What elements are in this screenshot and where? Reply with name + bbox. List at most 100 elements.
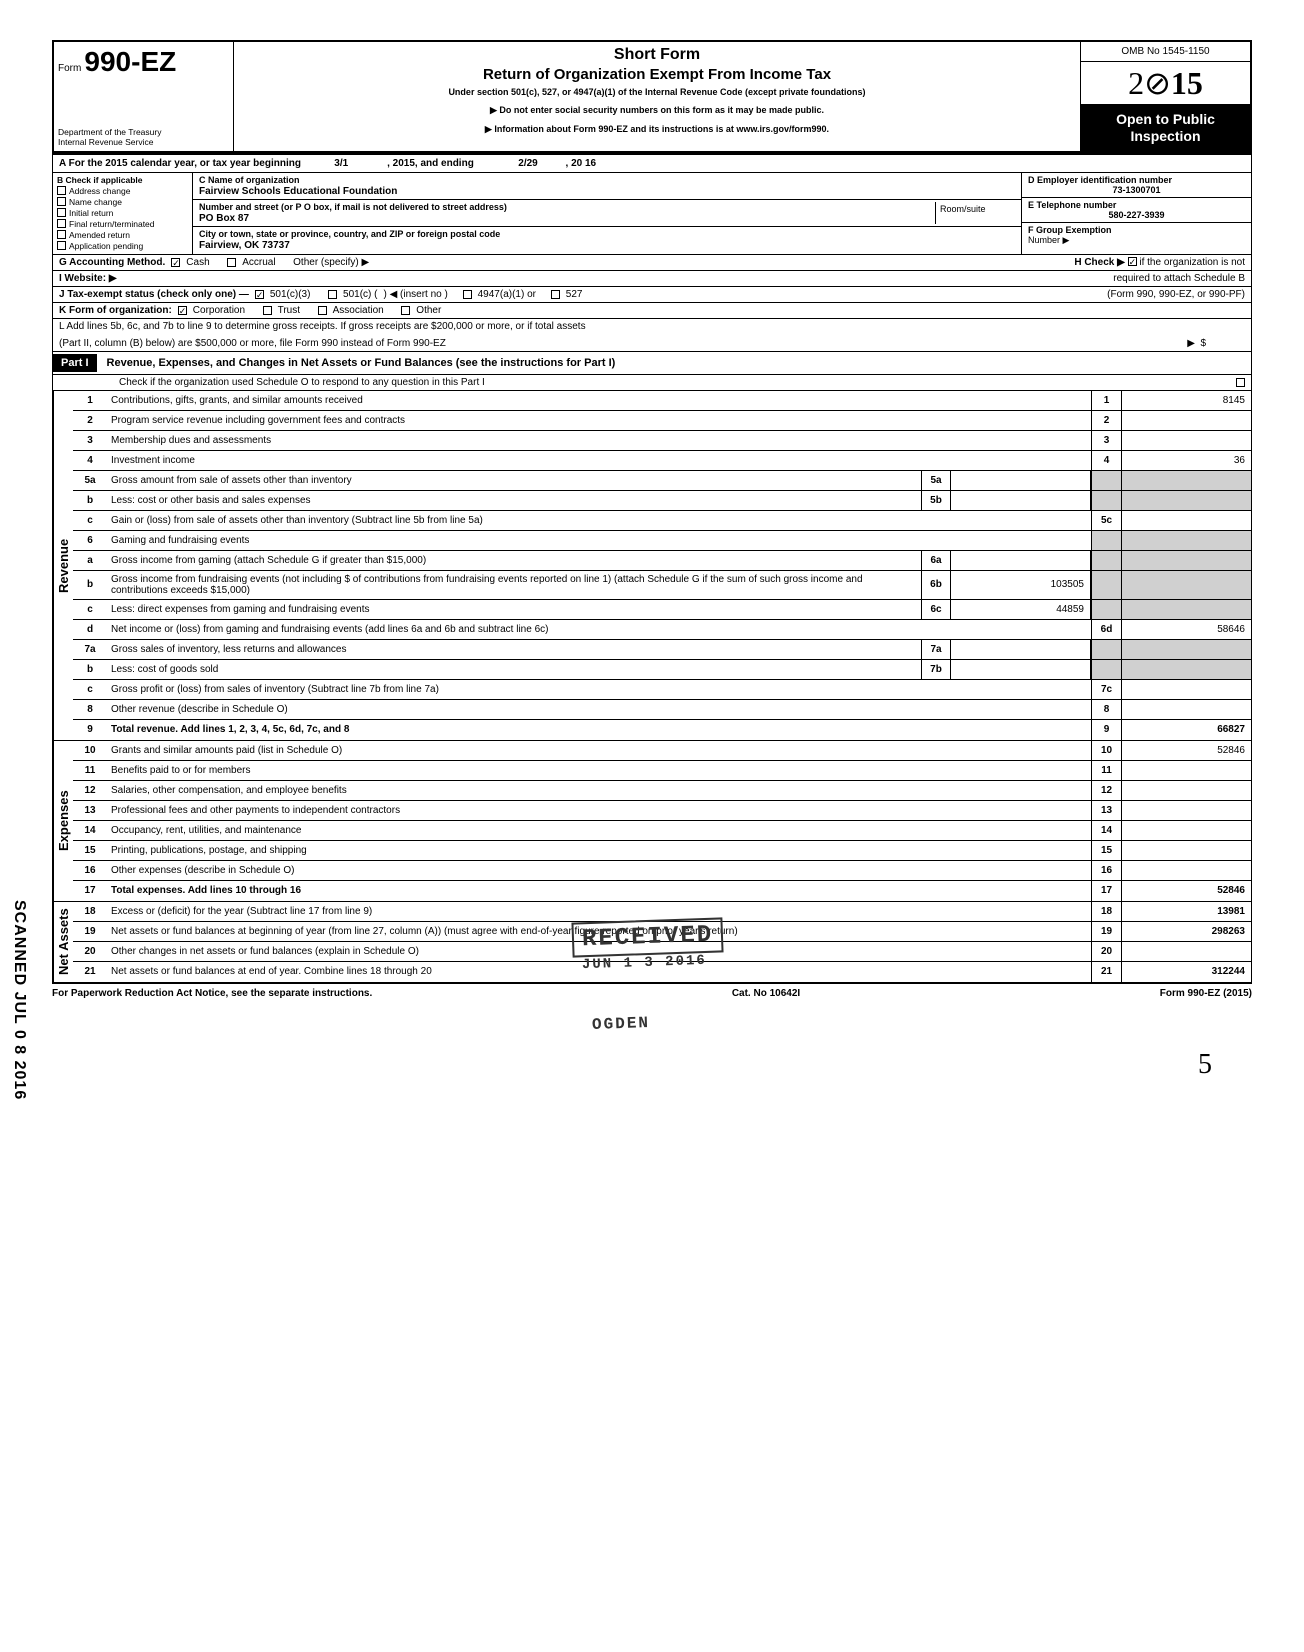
line-6: 6 Gaming and fundraising events xyxy=(73,531,1251,551)
phone-value: 580-227-3939 xyxy=(1028,210,1245,220)
chk-initial-return[interactable]: Initial return xyxy=(57,208,188,218)
footer-row: For Paperwork Reduction Act Notice, see … xyxy=(52,984,1252,999)
ssn-warning: ▶ Do not enter social security numbers o… xyxy=(244,105,1070,116)
omb-number: OMB No 1545-1150 xyxy=(1081,42,1250,62)
e-label: E Telephone number xyxy=(1028,200,1245,210)
chk-501c[interactable] xyxy=(328,290,337,299)
line-3: 3 Membership dues and assessments 3 xyxy=(73,431,1251,451)
addr-label: Number and street (or P O box, if mail i… xyxy=(199,202,935,212)
row-a-tax-year: A For the 2015 calendar year, or tax yea… xyxy=(52,153,1252,173)
row-a-label: A For the 2015 calendar year, or tax yea… xyxy=(59,158,301,169)
527-label: 527 xyxy=(566,289,583,300)
part1-title: Revenue, Expenses, and Changes in Net As… xyxy=(107,357,616,369)
chk-schedule-b[interactable] xyxy=(1128,257,1137,266)
short-form-title: Short Form xyxy=(244,46,1070,64)
org-name: Fairview Schools Educational Foundation xyxy=(199,186,397,197)
form-number-box: Form 990-EZ Department of the Treasury I… xyxy=(54,42,234,151)
j-label: J Tax-exempt status (check only one) — xyxy=(59,289,249,300)
form-header: Form 990-EZ Department of the Treasury I… xyxy=(52,40,1252,153)
city-row: City or town, state or province, country… xyxy=(193,227,1021,253)
row-g-accounting: G Accounting Method. Cash Accrual Other … xyxy=(52,255,1252,271)
line-7a: 7a Gross sales of inventory, less return… xyxy=(73,640,1251,660)
other-label: Other (specify) ▶ xyxy=(293,257,369,268)
line-2: 2 Program service revenue including gove… xyxy=(73,411,1251,431)
form-990ez-page: Form 990-EZ Department of the Treasury I… xyxy=(52,40,1252,1081)
revenue-section: Revenue 1 Contributions, gifts, grants, … xyxy=(52,391,1252,741)
section-bcdef: B Check if applicable Address change Nam… xyxy=(52,173,1252,255)
other-org-label: Other xyxy=(416,305,441,316)
ogden-stamp: OGDEN xyxy=(592,1014,651,1034)
org-name-row: C Name of organization Fairview Schools … xyxy=(193,173,1021,200)
line-7b: b Less: cost of goods sold 7b xyxy=(73,660,1251,680)
row-l-gross-receipts: L Add lines 5b, 6c, and 7b to line 9 to … xyxy=(52,319,1252,352)
part1-badge: Part I xyxy=(53,354,97,372)
line-6a: a Gross income from gaming (attach Sched… xyxy=(73,551,1251,571)
received-stamp: RECEIVED xyxy=(571,917,723,957)
part1-check-row: Check if the organization used Schedule … xyxy=(52,375,1252,391)
chk-accrual[interactable] xyxy=(227,258,236,267)
footer-mid: Cat. No 10642I xyxy=(732,988,800,999)
trust-label: Trust xyxy=(278,305,300,316)
g-label: G Accounting Method. xyxy=(59,257,165,268)
chk-address-change[interactable]: Address change xyxy=(57,186,188,196)
chk-501c3[interactable] xyxy=(255,290,264,299)
phone-row: E Telephone number 580-227-3939 xyxy=(1022,198,1251,223)
section-subtitle: Under section 501(c), 527, or 4947(a)(1)… xyxy=(244,87,1070,97)
h-cont: required to attach Schedule B xyxy=(1113,273,1245,284)
col-d-right: D Employer identification number 73-1300… xyxy=(1021,173,1251,254)
chk-other-org[interactable] xyxy=(401,306,410,315)
year-end-year: , 20 16 xyxy=(566,158,597,169)
city-label: City or town, state or province, country… xyxy=(199,229,500,239)
chk-schedule-o[interactable] xyxy=(1236,378,1245,387)
line-17: 17 Total expenses. Add lines 10 through … xyxy=(73,881,1251,901)
line-9: 9 Total revenue. Add lines 1, 2, 3, 4, 5… xyxy=(73,720,1251,740)
expenses-lines: 10 Grants and similar amounts paid (list… xyxy=(73,741,1251,901)
chk-cash[interactable] xyxy=(171,258,180,267)
part1-check-text: Check if the organization used Schedule … xyxy=(119,377,485,388)
line-1: 1 Contributions, gifts, grants, and simi… xyxy=(73,391,1251,411)
address-row: Number and street (or P O box, if mail i… xyxy=(193,200,1021,227)
form-number: 990-EZ xyxy=(84,46,176,77)
line-5b: b Less: cost or other basis and sales ex… xyxy=(73,491,1251,511)
scanned-label: SCANNED JUL 0 8 2016 xyxy=(10,900,28,1100)
chk-pending[interactable]: Application pending xyxy=(57,241,188,251)
accrual-label: Accrual xyxy=(242,257,275,268)
footer-right: Form 990-EZ (2015) xyxy=(1160,988,1252,999)
chk-corporation[interactable] xyxy=(178,306,187,315)
irs-label: Internal Revenue Service xyxy=(58,137,229,147)
chk-name-change[interactable]: Name change xyxy=(57,197,188,207)
ein-row: D Employer identification number 73-1300… xyxy=(1022,173,1251,198)
row-i-website: I Website: ▶ required to attach Schedule… xyxy=(52,271,1252,287)
chk-trust[interactable] xyxy=(263,306,272,315)
expenses-side-label: Expenses xyxy=(53,741,73,901)
open-public-badge: Open to Public Inspection xyxy=(1081,105,1250,151)
year-begin: 3/1 xyxy=(334,158,348,169)
501c-insert: ) ◀ (insert no ) xyxy=(383,289,447,300)
chk-4947[interactable] xyxy=(463,290,472,299)
title-box: Short Form Return of Organization Exempt… xyxy=(234,42,1080,151)
line-8: 8 Other revenue (describe in Schedule O)… xyxy=(73,700,1251,720)
chk-association[interactable] xyxy=(318,306,327,315)
footer-left: For Paperwork Reduction Act Notice, see … xyxy=(52,988,372,999)
tax-year: 2⊘15 xyxy=(1081,62,1250,105)
chk-527[interactable] xyxy=(551,290,560,299)
line-14: 14 Occupancy, rent, utilities, and maint… xyxy=(73,821,1251,841)
form-prefix: Form xyxy=(58,63,81,74)
expenses-section: Expenses 10 Grants and similar amounts p… xyxy=(52,741,1252,902)
line-13: 13 Professional fees and other payments … xyxy=(73,801,1251,821)
line-4: 4 Investment income 4 36 xyxy=(73,451,1251,471)
col-c-org-info: C Name of organization Fairview Schools … xyxy=(193,173,1021,254)
info-url: ▶ Information about Form 990-EZ and its … xyxy=(244,124,1070,135)
row-k-org-form: K Form of organization: Corporation Trus… xyxy=(52,303,1252,319)
l-arrow: ▶ xyxy=(1187,338,1195,349)
netassets-side-label: Net Assets xyxy=(53,902,73,982)
line-6d: d Net income or (loss) from gaming and f… xyxy=(73,620,1251,640)
chk-amended[interactable]: Amended return xyxy=(57,230,188,240)
i-label: I Website: ▶ xyxy=(59,273,117,284)
open-public-line1: Open to Public xyxy=(1083,111,1248,128)
h-text: if the organization is not xyxy=(1139,257,1245,268)
chk-final-return[interactable]: Final return/terminated xyxy=(57,219,188,229)
line-5c: c Gain or (loss) from sale of assets oth… xyxy=(73,511,1251,531)
right-header-box: OMB No 1545-1150 2⊘15 Open to Public Ins… xyxy=(1080,42,1250,151)
room-suite: Room/suite xyxy=(935,202,1015,224)
